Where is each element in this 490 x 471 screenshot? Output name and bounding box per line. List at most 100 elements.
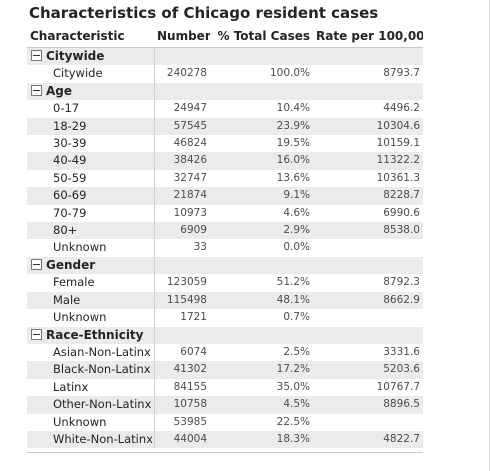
rate-cell <box>313 414 423 431</box>
row-label-cell: 50-59 <box>27 169 155 188</box>
row-label-cell: 40-49 <box>27 152 155 170</box>
rate-cell: 10304.6 <box>313 117 423 136</box>
pct-total-cell: 51.2% <box>276 276 310 289</box>
row-label-cell: Female <box>27 274 155 292</box>
table-row: 0-17 24947 10.4% 4496.2 <box>27 100 423 118</box>
number-cell: 10758 <box>154 396 210 414</box>
table-bottom-border <box>27 452 423 453</box>
group-header-cell: Gender <box>27 256 155 275</box>
table-row: 40-49 38426 16.0% 11322.2 <box>27 152 423 170</box>
group-label: Citywide <box>46 49 105 63</box>
group-empty-cell <box>154 82 210 101</box>
table-row: Female 123059 51.2% 8792.3 <box>27 274 423 292</box>
table-row: Latinx 84155 35.0% 10767.7 <box>27 378 423 397</box>
table-row: 30-39 46824 19.5% 10159.1 <box>27 135 423 153</box>
row-label-cell: 0-17 <box>27 100 155 118</box>
pct-total-cell: 2.5% <box>283 345 310 358</box>
row-label-cell: 60-69 <box>27 187 155 205</box>
rate-cell: 10361.3 <box>376 171 420 184</box>
column-header-number[interactable]: Number <box>154 25 210 48</box>
number-cell: 46824 <box>173 137 207 150</box>
number-cell: 38426 <box>154 152 210 170</box>
number-cell: 115498 <box>154 291 210 310</box>
group-row: Race-Ethnicity <box>27 326 423 344</box>
group-header-cell: Citywide <box>27 47 155 66</box>
row-label-cell: Unknown <box>27 239 155 257</box>
number-cell: 123059 <box>166 276 207 289</box>
characteristics-table: Characteristic Number % Total Cases Rate… <box>27 25 423 449</box>
group-row: Gender <box>27 256 423 275</box>
rate-cell: 8896.5 <box>313 396 423 414</box>
group-row: Age <box>27 82 423 101</box>
group-label: Age <box>46 83 73 98</box>
row-label-cell: Other-Non-Latinx <box>27 396 155 414</box>
rate-cell: 10159.1 <box>376 137 420 150</box>
number-cell: 32747 <box>173 171 207 184</box>
rate-cell: 4822.7 <box>313 430 423 449</box>
row-label-cell: Asian-Non-Latinx <box>27 343 155 362</box>
row-label-cell: Unknown <box>27 413 155 431</box>
pct-total-cell: 35.0% <box>276 380 310 393</box>
number-cell: 41302 <box>154 361 210 379</box>
rate-cell: 3331.6 <box>383 345 420 358</box>
number-cell: 21874 <box>154 187 210 205</box>
group-empty-cell <box>154 326 210 344</box>
row-label-cell: Unknown <box>27 309 155 327</box>
group-label: Gender <box>46 257 96 272</box>
table-row: 18-29 57545 23.9% 10304.6 <box>27 117 423 136</box>
pct-total-cell: 13.6% <box>276 171 310 184</box>
pct-total-cell: 0.7% <box>283 311 310 324</box>
table-row: Other-Non-Latinx 10758 4.5% 8896.5 <box>27 396 423 414</box>
pct-total-cell: 0.0% <box>283 241 310 254</box>
number-cell: 33 <box>193 241 207 254</box>
group-empty-cell <box>210 326 313 344</box>
number-cell: 6909 <box>154 222 210 240</box>
group-label: Race-Ethnicity <box>46 327 144 342</box>
group-empty-cell <box>313 82 423 101</box>
table-row: Unknown 53985 22.5% <box>27 413 423 431</box>
row-label-cell: Citywide <box>27 65 155 83</box>
table-row: Unknown 33 0.0% <box>27 239 423 257</box>
table-row: White-Non-Latinx 44004 18.3% 4822.7 <box>27 430 423 449</box>
group-header-cell: Age <box>27 82 155 101</box>
group-empty-cell <box>313 326 423 344</box>
pct-total-cell: 9.1% <box>210 187 313 205</box>
collapse-toggle-icon[interactable] <box>31 50 42 61</box>
pct-total-cell: 19.5% <box>276 137 310 150</box>
rate-cell: 8792.3 <box>383 276 420 289</box>
row-label-cell: 70-79 <box>27 204 155 223</box>
column-header-rate[interactable]: Rate per 100,000 <box>313 25 423 48</box>
group-empty-cell <box>313 256 423 275</box>
table-body: Citywide Citywide 240278 100.0% 8793.7 Age 0-1… <box>27 47 423 449</box>
table-row: 60-69 21874 9.1% 8228.7 <box>27 187 423 205</box>
table-row: Unknown 1721 0.7% <box>27 309 423 327</box>
pct-total-cell: 2.9% <box>210 222 313 240</box>
row-label-cell: 30-39 <box>27 135 155 153</box>
rate-cell: 8538.0 <box>313 222 423 240</box>
group-empty-cell <box>210 256 313 275</box>
number-cell: 84155 <box>173 380 207 393</box>
table-row: Asian-Non-Latinx 6074 2.5% 3331.6 <box>27 343 423 362</box>
row-label-cell: 80+ <box>27 222 155 240</box>
table-row: 70-79 10973 4.6% 6990.6 <box>27 204 423 223</box>
table-row: Male 115498 48.1% 8662.9 <box>27 291 423 310</box>
pct-total-cell: 16.0% <box>210 152 313 170</box>
collapse-toggle-icon[interactable] <box>31 258 42 270</box>
table-row: Citywide 240278 100.0% 8793.7 <box>27 65 423 83</box>
rate-cell: 10767.7 <box>376 380 420 393</box>
number-cell: 240278 <box>166 67 207 80</box>
group-empty-cell <box>210 82 313 101</box>
collapse-toggle-icon[interactable] <box>31 84 42 96</box>
pct-total-cell: 10.4% <box>276 102 310 115</box>
row-label-cell: Latinx <box>27 378 155 397</box>
row-label-cell: Male <box>27 291 155 310</box>
row-label-cell: White-Non-Latinx <box>27 430 155 449</box>
rate-cell: 6990.6 <box>383 206 420 219</box>
column-header-characteristic[interactable]: Characteristic <box>27 25 154 48</box>
row-label-cell: Black-Non-Latinx <box>27 361 155 379</box>
column-header-pct-total[interactable]: % Total Cases <box>210 25 313 48</box>
number-cell: 6074 <box>180 345 207 358</box>
collapse-toggle-icon[interactable] <box>31 328 42 340</box>
matrix-visual: Characteristics of Chicago resident case… <box>22 0 476 471</box>
number-cell: 44004 <box>154 430 210 449</box>
